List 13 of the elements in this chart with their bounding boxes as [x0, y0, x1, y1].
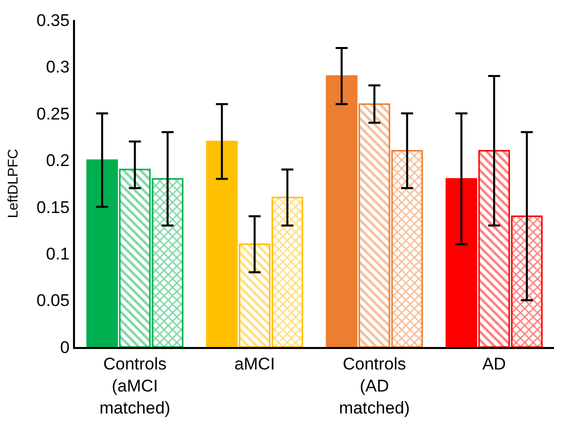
y-tick-label: 0.15 — [36, 198, 70, 217]
y-tick-label: 0 — [60, 338, 70, 357]
y-tick-label: 0.35 — [36, 10, 70, 30]
y-axis-title: LeftDLPFC — [4, 148, 21, 218]
x-tick-label: aMCI — [234, 354, 275, 374]
x-tick-label: Controls (aMCI matched) — [99, 354, 170, 418]
y-tick-label: 0.25 — [36, 104, 70, 124]
y-tick-label: 0.2 — [46, 151, 70, 170]
x-tick-label: AD — [482, 354, 506, 374]
y-tick-label: 0.3 — [46, 58, 70, 77]
y-tick-label: 0.1 — [46, 244, 70, 264]
x-tick-label: Controls (AD matched) — [338, 354, 410, 418]
y-tick-label: 0.05 — [36, 291, 70, 310]
